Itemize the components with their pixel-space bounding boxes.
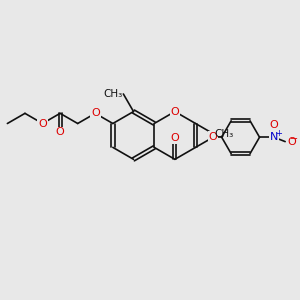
Text: CH₃: CH₃ bbox=[214, 129, 233, 139]
Text: O: O bbox=[270, 120, 278, 130]
Text: O: O bbox=[170, 106, 179, 117]
Text: O: O bbox=[56, 128, 64, 137]
Text: O: O bbox=[91, 108, 100, 118]
Text: N: N bbox=[270, 132, 278, 142]
Text: CH₃: CH₃ bbox=[103, 89, 122, 99]
Text: +: + bbox=[275, 129, 282, 138]
Text: O: O bbox=[287, 136, 296, 147]
Text: O: O bbox=[38, 118, 47, 128]
Text: −: − bbox=[290, 134, 298, 144]
Text: O: O bbox=[170, 133, 179, 143]
Text: O: O bbox=[209, 132, 218, 142]
